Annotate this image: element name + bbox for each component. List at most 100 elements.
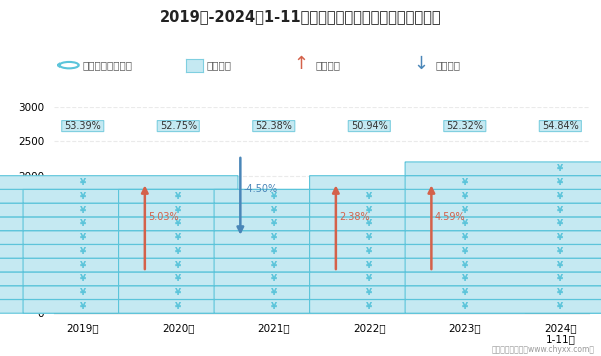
Text: ¥: ¥ (557, 192, 563, 201)
Text: ¥: ¥ (462, 205, 468, 215)
FancyBboxPatch shape (23, 231, 334, 244)
Text: ¥: ¥ (462, 178, 468, 187)
Text: 53.39%: 53.39% (64, 121, 101, 131)
FancyBboxPatch shape (23, 258, 334, 272)
Text: ¥: ¥ (557, 219, 563, 228)
FancyBboxPatch shape (214, 245, 525, 258)
Text: 50.94%: 50.94% (351, 121, 388, 131)
FancyBboxPatch shape (310, 189, 601, 203)
FancyBboxPatch shape (310, 203, 601, 217)
FancyBboxPatch shape (157, 121, 200, 132)
FancyBboxPatch shape (405, 217, 601, 231)
FancyBboxPatch shape (118, 286, 429, 299)
FancyBboxPatch shape (444, 121, 486, 132)
FancyBboxPatch shape (0, 258, 238, 272)
Text: ¥: ¥ (175, 302, 182, 311)
FancyBboxPatch shape (23, 300, 334, 313)
Text: 同比减少: 同比减少 (436, 60, 461, 70)
FancyBboxPatch shape (539, 121, 581, 132)
Text: ¥: ¥ (462, 274, 468, 283)
Text: ¥: ¥ (557, 205, 563, 215)
Text: ¥: ¥ (557, 274, 563, 283)
FancyBboxPatch shape (0, 286, 238, 299)
Text: ¥: ¥ (270, 219, 277, 228)
FancyBboxPatch shape (349, 121, 390, 132)
Text: ¥: ¥ (366, 288, 373, 297)
Text: ¥: ¥ (366, 247, 373, 256)
FancyBboxPatch shape (214, 300, 525, 313)
FancyBboxPatch shape (0, 217, 238, 231)
FancyBboxPatch shape (118, 203, 429, 217)
Text: ¥: ¥ (462, 192, 468, 201)
Text: -4.50%: -4.50% (243, 184, 278, 194)
Text: ¥: ¥ (80, 261, 86, 269)
FancyBboxPatch shape (310, 300, 601, 313)
FancyBboxPatch shape (0, 300, 238, 313)
FancyBboxPatch shape (0, 176, 238, 189)
Text: 52.75%: 52.75% (160, 121, 197, 131)
Text: ↑: ↑ (293, 56, 308, 73)
FancyBboxPatch shape (405, 189, 601, 203)
Text: ¥: ¥ (270, 274, 277, 283)
Text: ¥: ¥ (557, 164, 563, 173)
FancyBboxPatch shape (214, 272, 525, 286)
Text: ¥: ¥ (270, 247, 277, 256)
FancyBboxPatch shape (310, 245, 601, 258)
FancyBboxPatch shape (118, 231, 429, 244)
Text: ¥: ¥ (366, 233, 373, 242)
FancyBboxPatch shape (405, 231, 601, 244)
FancyBboxPatch shape (23, 217, 334, 231)
FancyBboxPatch shape (405, 272, 601, 286)
FancyBboxPatch shape (310, 231, 601, 244)
Text: 累计保费（亿元）: 累计保费（亿元） (83, 60, 133, 70)
FancyBboxPatch shape (23, 272, 334, 286)
Text: ¥: ¥ (270, 302, 277, 311)
FancyBboxPatch shape (118, 245, 429, 258)
Text: ¥: ¥ (175, 247, 182, 256)
Text: ¥: ¥ (366, 205, 373, 215)
Text: ¥: ¥ (366, 261, 373, 269)
FancyBboxPatch shape (0, 203, 238, 217)
Text: ¥: ¥ (366, 302, 373, 311)
Text: ¥: ¥ (80, 274, 86, 283)
FancyBboxPatch shape (253, 121, 295, 132)
FancyBboxPatch shape (214, 258, 525, 272)
Text: ¥: ¥ (80, 233, 86, 242)
FancyBboxPatch shape (23, 245, 334, 258)
Text: ¥: ¥ (462, 288, 468, 297)
Text: ¥: ¥ (366, 192, 373, 201)
FancyBboxPatch shape (310, 272, 601, 286)
Text: ¥: ¥ (462, 261, 468, 269)
Text: ¥: ¥ (270, 192, 277, 201)
Text: 52.38%: 52.38% (255, 121, 292, 131)
Text: 2019年-2024年1-11月河北省累计原保险保费收入统计图: 2019年-2024年1-11月河北省累计原保险保费收入统计图 (160, 9, 441, 24)
Text: ¥: ¥ (175, 219, 182, 228)
FancyBboxPatch shape (405, 203, 601, 217)
FancyBboxPatch shape (62, 121, 104, 132)
FancyBboxPatch shape (405, 286, 601, 299)
Text: 制图：智研咋询（www.chyxx.com）: 制图：智研咋询（www.chyxx.com） (492, 345, 595, 354)
Text: 寿险占比: 寿险占比 (206, 60, 231, 70)
FancyBboxPatch shape (214, 203, 525, 217)
FancyBboxPatch shape (310, 258, 601, 272)
Text: ¥: ¥ (366, 274, 373, 283)
FancyBboxPatch shape (0, 189, 238, 203)
FancyBboxPatch shape (118, 217, 429, 231)
Text: ¥: ¥ (462, 247, 468, 256)
FancyBboxPatch shape (23, 286, 334, 299)
Text: ¥: ¥ (557, 233, 563, 242)
Text: ¥: ¥ (270, 261, 277, 269)
Text: ¥: ¥ (175, 288, 182, 297)
Text: 5.03%: 5.03% (148, 212, 179, 222)
Text: ¥: ¥ (80, 302, 86, 311)
Text: 54.84%: 54.84% (542, 121, 579, 131)
Text: 4.59%: 4.59% (435, 212, 465, 222)
Text: ¥: ¥ (80, 247, 86, 256)
FancyBboxPatch shape (0, 272, 238, 286)
Text: ¥: ¥ (462, 302, 468, 311)
Text: ¥: ¥ (462, 233, 468, 242)
Text: ↓: ↓ (413, 56, 429, 73)
FancyBboxPatch shape (118, 272, 429, 286)
FancyBboxPatch shape (405, 162, 601, 176)
Text: 52.32%: 52.32% (447, 121, 483, 131)
